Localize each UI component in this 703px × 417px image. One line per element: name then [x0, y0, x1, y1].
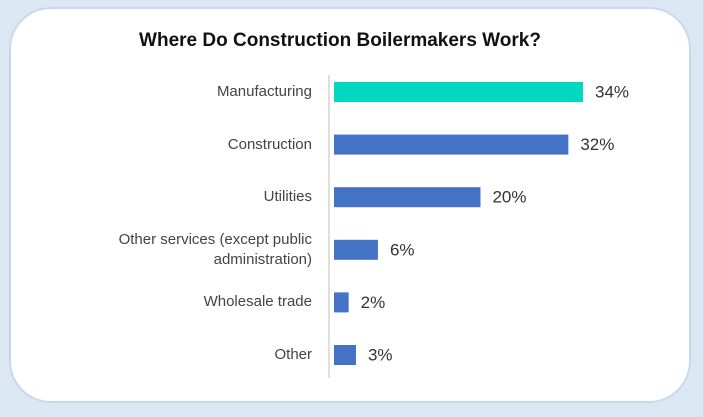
category-label: Wholesale trade [203, 293, 312, 311]
category-label: Other services (except public administra… [118, 230, 312, 268]
bar [334, 134, 569, 155]
value-label: 3% [368, 345, 393, 364]
bar [334, 239, 378, 260]
bar [334, 292, 349, 313]
value-label: 6% [390, 240, 415, 259]
value-label: 34% [595, 82, 629, 101]
chart-title: Where Do Construction Boilermakers Work? [139, 30, 541, 51]
category-label: Construction [227, 135, 312, 153]
bar [334, 187, 481, 208]
category-label: Utilities [263, 188, 312, 206]
bar [334, 82, 583, 102]
value-label: 20% [492, 188, 526, 207]
category-label: Manufacturing [216, 83, 312, 100]
category-label: Other [274, 346, 312, 363]
value-label: 32% [580, 135, 614, 154]
value-label: 2% [361, 293, 386, 312]
bar [334, 345, 356, 365]
